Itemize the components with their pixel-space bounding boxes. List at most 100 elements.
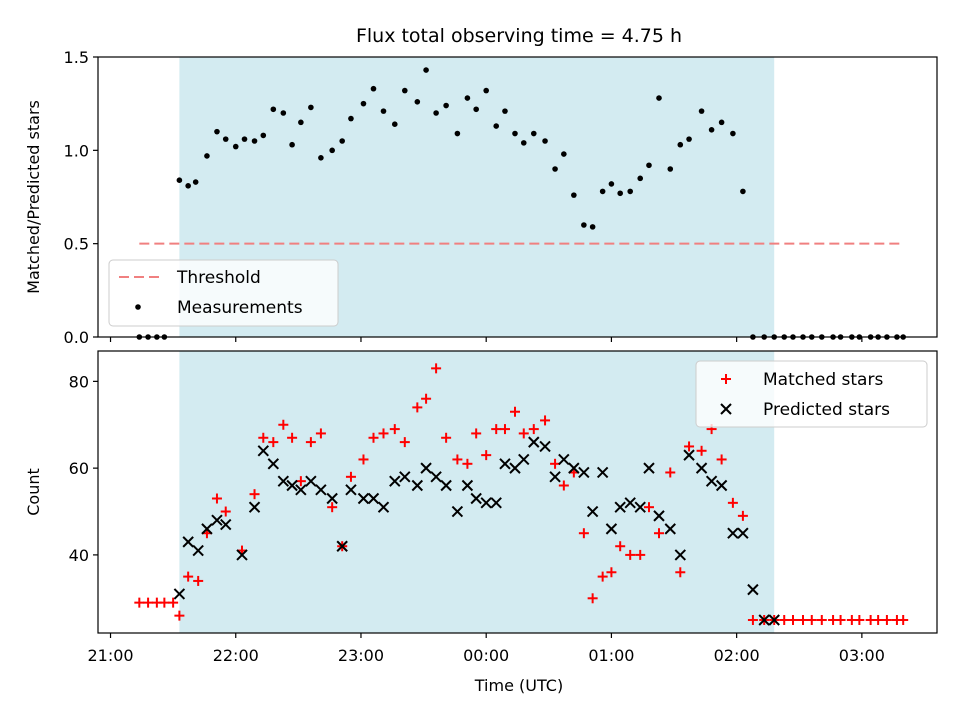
data-point (740, 188, 746, 195)
data-point (280, 110, 287, 116)
data-point (278, 419, 289, 430)
data-point (214, 128, 220, 135)
data-point (421, 393, 432, 404)
data-point (798, 614, 809, 625)
data-point (348, 115, 354, 122)
data-point (528, 436, 540, 448)
data-point (539, 440, 551, 453)
data-point (509, 406, 520, 417)
data-point (737, 527, 749, 539)
data-point (625, 549, 636, 560)
legend-box (695, 360, 928, 428)
bottom-observing-window (179, 351, 775, 633)
data-point (540, 415, 551, 426)
top-legend: Threshold Measurements (108, 259, 339, 327)
data-point (597, 571, 608, 582)
data-point (461, 479, 474, 492)
data-point (423, 67, 429, 73)
top-y-axis-label: Matched/Predicted stars (24, 100, 43, 294)
bottom-y-axis-label: Count (24, 468, 43, 516)
chart-title: Flux total observing time = 4.75 h (356, 25, 682, 47)
data-point (431, 363, 442, 374)
data-point (471, 428, 482, 439)
data-point (360, 100, 367, 107)
data-point (653, 510, 665, 522)
data-point (499, 458, 511, 470)
data-point (441, 432, 452, 443)
data-point (399, 437, 410, 448)
data-point (854, 614, 865, 625)
y-tick-label: 1.0 (64, 141, 89, 160)
data-point (183, 571, 194, 582)
data-point (512, 130, 518, 137)
data-point (358, 454, 369, 465)
data-point (758, 614, 770, 626)
data-point (481, 450, 492, 461)
data-point (377, 501, 390, 513)
x-tick-label: 00:00 (463, 646, 509, 665)
x-tick-label: 23:00 (338, 646, 384, 665)
data-point (326, 492, 338, 505)
data-point (411, 479, 424, 492)
data-point (329, 147, 335, 154)
data-point (571, 192, 577, 198)
data-point (716, 454, 727, 465)
data-point (502, 108, 508, 114)
data-point (193, 575, 204, 586)
data-point (174, 610, 185, 621)
bottom-series-matched-stars (134, 363, 909, 625)
data-point (268, 437, 279, 448)
data-point (695, 462, 708, 474)
data-point (380, 108, 387, 114)
data-point (287, 432, 298, 443)
data-point (345, 484, 357, 496)
data-point (520, 140, 527, 146)
data-point (192, 544, 204, 557)
data-point (665, 467, 676, 478)
data-point (134, 597, 145, 608)
data-point (587, 593, 598, 604)
data-point (483, 87, 489, 94)
data-point (881, 614, 892, 625)
data-point (452, 454, 463, 465)
data-point (277, 475, 290, 487)
data-point (718, 119, 725, 126)
data-point (232, 143, 239, 150)
data-point (211, 493, 222, 504)
data-point (686, 136, 692, 142)
data-point (222, 136, 229, 142)
data-point (615, 541, 626, 552)
data-point (606, 567, 617, 578)
data-point (549, 471, 561, 483)
data-point (318, 155, 324, 161)
data-point (617, 190, 623, 197)
x-axis-label: Time (UTC) (474, 676, 563, 695)
data-point (454, 130, 461, 137)
data-point (305, 475, 317, 487)
data-point (667, 166, 674, 172)
data-point (599, 188, 606, 195)
data-point (470, 492, 482, 505)
y-tick-label: 1.5 (64, 48, 89, 67)
data-point (211, 514, 223, 526)
data-point (518, 453, 530, 466)
data-point (236, 549, 248, 561)
data-point (675, 567, 686, 578)
data-point (646, 162, 652, 169)
bottom-series-predicted-stars (173, 436, 780, 626)
data-point (705, 475, 718, 487)
legend-threshold-label: Threshold (176, 268, 261, 288)
data-point (634, 501, 646, 513)
data-point (443, 102, 449, 109)
data-point (627, 188, 634, 195)
data-point (499, 424, 510, 435)
data-point (451, 505, 464, 518)
y-tick-label: 0.0 (64, 328, 89, 347)
data-point (747, 614, 758, 625)
legend-box (108, 259, 339, 327)
data-point (730, 130, 736, 137)
data-point (816, 614, 827, 625)
data-point (286, 479, 298, 492)
data-point (491, 424, 502, 435)
data-point (185, 183, 191, 189)
